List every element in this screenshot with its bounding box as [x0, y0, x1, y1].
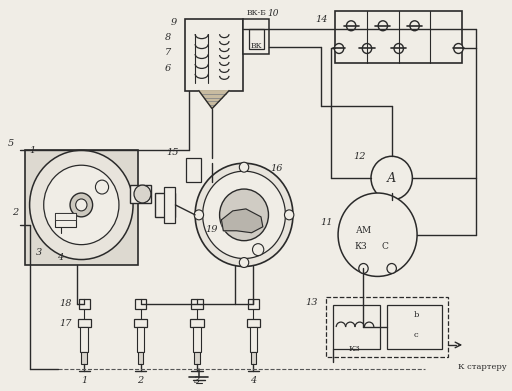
Circle shape: [30, 150, 133, 260]
Bar: [190, 319, 204, 327]
Bar: [186, 158, 201, 182]
Text: 14: 14: [315, 15, 327, 24]
Text: 5: 5: [8, 139, 14, 148]
Text: 1: 1: [81, 376, 87, 385]
Text: А: А: [387, 172, 396, 185]
Bar: [164, 187, 176, 223]
Text: 2: 2: [137, 376, 144, 385]
Text: 8: 8: [165, 32, 171, 41]
Polygon shape: [222, 209, 263, 233]
Circle shape: [76, 199, 87, 211]
Text: АМ: АМ: [356, 226, 372, 235]
Bar: [137, 327, 144, 352]
Text: b: b: [414, 311, 419, 319]
Text: 15: 15: [166, 148, 179, 157]
Circle shape: [239, 258, 249, 267]
Bar: [250, 352, 257, 364]
Text: 2: 2: [12, 208, 18, 217]
Circle shape: [359, 264, 368, 273]
Circle shape: [203, 171, 285, 258]
Bar: [326, 297, 448, 357]
Bar: [193, 327, 201, 352]
Circle shape: [371, 156, 412, 200]
Text: ВК: ВК: [250, 42, 262, 50]
Bar: [134, 319, 147, 327]
Text: КЗ: КЗ: [354, 242, 367, 251]
Circle shape: [378, 21, 388, 31]
Text: 4: 4: [57, 253, 64, 262]
Bar: [55, 213, 76, 227]
Circle shape: [334, 43, 344, 54]
Circle shape: [44, 165, 119, 245]
Text: 13: 13: [306, 298, 318, 307]
Bar: [250, 327, 257, 352]
Bar: [55, 213, 76, 220]
Bar: [135, 299, 146, 309]
Circle shape: [194, 210, 204, 220]
Bar: [77, 319, 91, 327]
Circle shape: [410, 21, 419, 31]
Text: 10: 10: [267, 9, 279, 18]
Circle shape: [347, 21, 356, 31]
Bar: [130, 185, 151, 203]
Text: 1: 1: [29, 146, 35, 155]
Text: 19: 19: [205, 225, 218, 234]
Circle shape: [454, 43, 463, 54]
Bar: [185, 19, 243, 91]
Circle shape: [220, 189, 268, 241]
Text: 6: 6: [165, 65, 171, 74]
Text: 4: 4: [250, 376, 257, 385]
Bar: [25, 150, 138, 264]
Circle shape: [70, 193, 93, 217]
Bar: [78, 299, 90, 309]
Bar: [335, 11, 462, 63]
Bar: [243, 19, 269, 54]
Circle shape: [394, 43, 403, 54]
Text: К стартеру: К стартеру: [458, 363, 506, 371]
Circle shape: [338, 193, 417, 276]
Text: 12: 12: [353, 152, 366, 161]
Text: 9: 9: [170, 18, 177, 27]
Bar: [155, 193, 176, 217]
Circle shape: [134, 185, 151, 203]
Bar: [138, 352, 143, 364]
Text: 7: 7: [165, 48, 171, 57]
Circle shape: [285, 210, 294, 220]
Text: 11: 11: [321, 218, 333, 227]
Text: c: c: [414, 331, 418, 339]
Bar: [81, 352, 87, 364]
Text: 3: 3: [194, 376, 200, 385]
Text: 17: 17: [59, 319, 72, 328]
Bar: [194, 352, 200, 364]
Text: КЗ: КЗ: [348, 345, 360, 353]
Polygon shape: [199, 91, 229, 109]
Text: ВК-Б: ВК-Б: [246, 9, 266, 17]
Circle shape: [387, 264, 396, 273]
Circle shape: [239, 162, 249, 172]
Text: 18: 18: [59, 299, 72, 308]
Circle shape: [95, 180, 109, 194]
Text: С: С: [381, 242, 389, 251]
Text: 3: 3: [36, 248, 42, 257]
Circle shape: [195, 163, 293, 267]
Circle shape: [362, 43, 372, 54]
Bar: [247, 319, 260, 327]
Bar: [333, 305, 380, 349]
Bar: [387, 305, 441, 349]
Bar: [191, 299, 203, 309]
Bar: [80, 327, 88, 352]
Circle shape: [252, 244, 264, 256]
Bar: [248, 299, 259, 309]
Bar: [249, 29, 264, 49]
Text: 16: 16: [271, 164, 283, 173]
